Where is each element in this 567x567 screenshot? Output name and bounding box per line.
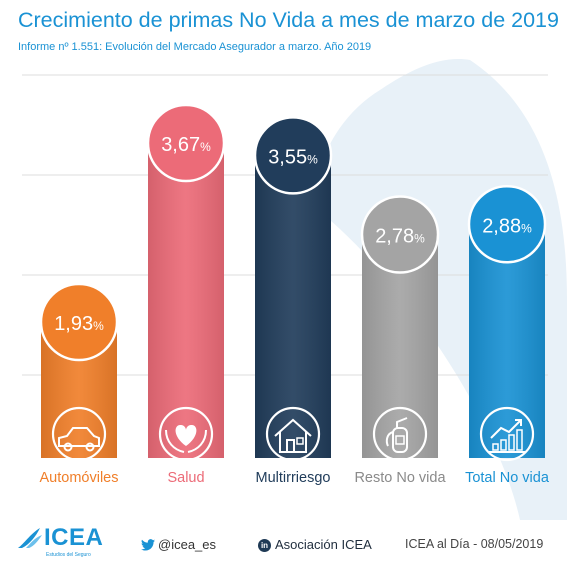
data-label: 3,67%: [161, 134, 211, 156]
fire-extinguisher-icon: [385, 417, 408, 453]
bar-group: 3,55% Multirriesgo: [253, 116, 333, 486]
icon-ring: [372, 406, 428, 462]
value-circle: [146, 103, 226, 183]
icon-ring: [158, 406, 214, 462]
linkedin-name: Asociación ICEA: [275, 537, 372, 552]
value-circle: [39, 282, 119, 362]
bar-shading: [255, 155, 331, 458]
chart-subtitle: Informe nº 1.551: Evolución del Mercado …: [18, 41, 372, 53]
issue-date: ICEA al Día - 08/05/2019: [405, 537, 544, 551]
category-label: Multirriesgo: [256, 470, 331, 486]
value-circle: [360, 195, 440, 274]
linkedin-link[interactable]: in Asociación ICEA: [258, 537, 372, 552]
bar-group: 1,93% Automóviles: [39, 282, 119, 486]
growth-chart-icon: [489, 419, 525, 453]
bar-group: 3,67% Salud: [146, 103, 226, 486]
icon-ring: [265, 406, 321, 462]
icon-ring: [51, 406, 107, 462]
category-label: Resto No vida: [354, 470, 446, 486]
category-label: Automóviles: [40, 470, 119, 486]
bar-shading: [148, 143, 224, 458]
twitter-link[interactable]: @icea_es: [141, 537, 216, 552]
logo-tagline: Estudios del Seguro: [46, 552, 91, 558]
house-icon: [274, 418, 312, 453]
linkedin-icon: in: [258, 539, 271, 552]
category-label: Salud: [167, 470, 204, 486]
value-circle: [467, 185, 547, 264]
bar-group: 2,88% Total No vida: [465, 185, 550, 486]
icea-logo-icon: [18, 528, 42, 548]
heart-hands-icon: [165, 424, 207, 453]
bars: 1,93% Automóviles 3,67% Salud 3,55% Multirrie…: [39, 103, 550, 486]
icon-ring: [479, 406, 535, 462]
twitter-handle: @icea_es: [158, 537, 217, 552]
data-label: 1,93%: [54, 313, 104, 335]
bar-chart: 1,93% Automóviles 3,67% Salud 3,55% Multirrie…: [22, 59, 567, 520]
bar-group: 2,78% Resto No vida: [354, 195, 446, 486]
category-label: Total No vida: [465, 470, 550, 486]
twitter-icon: [141, 539, 155, 551]
data-label: 2,88%: [482, 215, 532, 237]
car-icon: [58, 427, 100, 452]
chart-title: Crecimiento de primas No Vida a mes de m…: [18, 8, 559, 32]
data-label: 2,78%: [375, 226, 425, 248]
value-circle: [253, 116, 333, 195]
footer: ICEA Estudios del Seguro @icea_es in Asoc…: [0, 520, 567, 567]
logo-text: ICEA: [44, 524, 104, 551]
data-label: 3,55%: [268, 146, 318, 168]
